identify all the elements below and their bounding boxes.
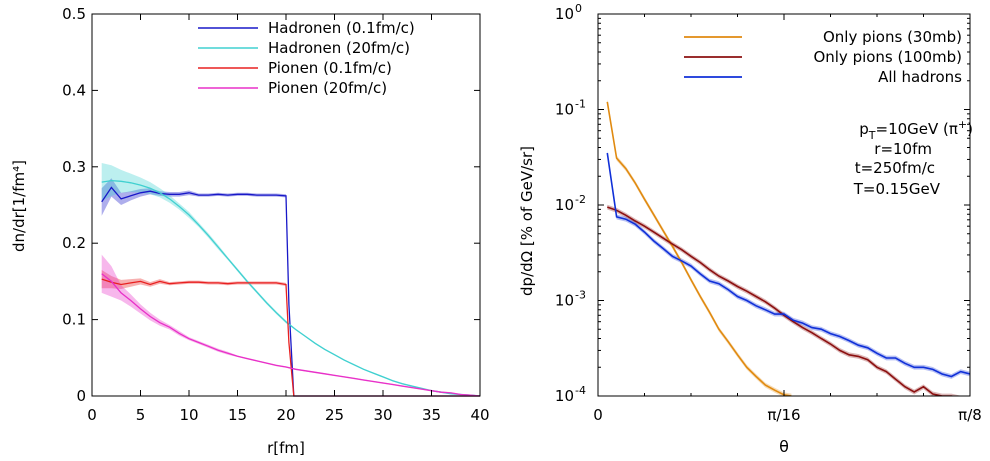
x-tick-label: 30 bbox=[373, 406, 392, 424]
y-tick-label: 10 bbox=[555, 387, 574, 405]
right-legend: Only pions (30mb) Only pions (100mb) All h… bbox=[684, 28, 962, 86]
x-tick-label: 0 bbox=[593, 406, 603, 424]
series-band-2 bbox=[101, 269, 480, 396]
x-tick-label: 0 bbox=[87, 406, 97, 424]
left-chart: 0 5 10 15 20 25 30 35 40 0 0.1 0.2 0.3 0.4 0.5 Hadrone… bbox=[10, 5, 490, 457]
left-legend: Hadronen (0.1fm/c) Hadronen (20fm/c) Pione… bbox=[198, 19, 415, 97]
parameters-annotation: pT=10GeV (π+) r=10fm t=250fm/c T=0.15GeV bbox=[853, 118, 973, 198]
series-band-1 bbox=[607, 204, 962, 396]
y-tick-exponent: -3 bbox=[575, 289, 586, 302]
x-tick-label: 25 bbox=[325, 406, 344, 424]
legend-label: Hadronen (0.1fm/c) bbox=[268, 19, 415, 37]
left-y-axis-label: dn/dr[1/fm⁴] bbox=[10, 160, 28, 252]
x-tick-label: 35 bbox=[422, 406, 441, 424]
y-tick-label: 0.5 bbox=[62, 5, 86, 23]
y-tick-base: 10 bbox=[555, 101, 574, 119]
legend-label: Hadronen (20fm/c) bbox=[268, 39, 410, 57]
y-tick-base: 10 bbox=[555, 196, 574, 214]
series-line-0 bbox=[606, 101, 792, 396]
y-tick-label: 10 bbox=[555, 292, 574, 310]
right-y-axis-label: dp/dΩ [% of GeV/sr] bbox=[518, 146, 536, 296]
y-tick-base: 10 bbox=[555, 387, 574, 405]
right-series-lines bbox=[606, 101, 970, 396]
right-error-bands bbox=[607, 99, 970, 396]
x-tick-label: π/16 bbox=[767, 406, 800, 424]
y-tick-label: 10 bbox=[555, 101, 574, 119]
left-x-axis-label: r[fm] bbox=[267, 439, 305, 457]
y-tick-exponent: -4 bbox=[575, 384, 586, 397]
y-tick-base: 10 bbox=[555, 5, 574, 23]
series-line-1 bbox=[101, 179, 481, 397]
annotation-t: t=250fm/c bbox=[855, 159, 935, 177]
annotation-temperature: T=0.15GeV bbox=[853, 180, 941, 198]
y-tick-exponent: 0 bbox=[575, 2, 582, 15]
annotation-pt: pT=10GeV (π+) bbox=[859, 118, 973, 142]
left-ticks: 0 5 10 15 20 25 30 35 40 0 0.1 0.2 0.3 0.4 0.5 bbox=[62, 5, 489, 424]
y-tick-label: 0 bbox=[76, 387, 86, 405]
x-tick-label: 20 bbox=[276, 406, 295, 424]
y-tick-exponent: -2 bbox=[575, 193, 586, 206]
series-band-1 bbox=[101, 162, 480, 396]
x-tick-label: 15 bbox=[228, 406, 247, 424]
legend-label: All hadrons bbox=[878, 68, 962, 86]
y-tick-label: 0.3 bbox=[62, 158, 86, 176]
x-tick-label: 40 bbox=[470, 406, 489, 424]
y-tick-label: 0.4 bbox=[62, 81, 86, 99]
legend-label: Only pions (100mb) bbox=[813, 48, 962, 66]
y-tick-label: 10 bbox=[555, 5, 574, 23]
series-line-3 bbox=[101, 273, 481, 397]
legend-label: Pionen (20fm/c) bbox=[268, 79, 387, 97]
series-band-0 bbox=[607, 99, 792, 396]
series-line-1 bbox=[607, 206, 956, 396]
right-x-axis-label: θ bbox=[779, 437, 789, 456]
y-tick-label: 10 bbox=[555, 196, 574, 214]
x-tick-label: π/8 bbox=[958, 406, 982, 424]
x-tick-label: 10 bbox=[179, 406, 198, 424]
y-tick-exponent: -1 bbox=[575, 98, 586, 111]
y-tick-base: 10 bbox=[555, 292, 574, 310]
annotation-r: r=10fm bbox=[874, 140, 932, 158]
x-tick-label: 5 bbox=[136, 406, 146, 424]
series-line-2 bbox=[606, 152, 970, 378]
legend-label: Pionen (0.1fm/c) bbox=[268, 59, 392, 77]
y-tick-label: 0.2 bbox=[62, 234, 86, 252]
legend-label: Only pions (30mb) bbox=[823, 28, 962, 46]
left-series-lines bbox=[101, 179, 481, 397]
y-tick-label: 0.1 bbox=[62, 311, 86, 329]
